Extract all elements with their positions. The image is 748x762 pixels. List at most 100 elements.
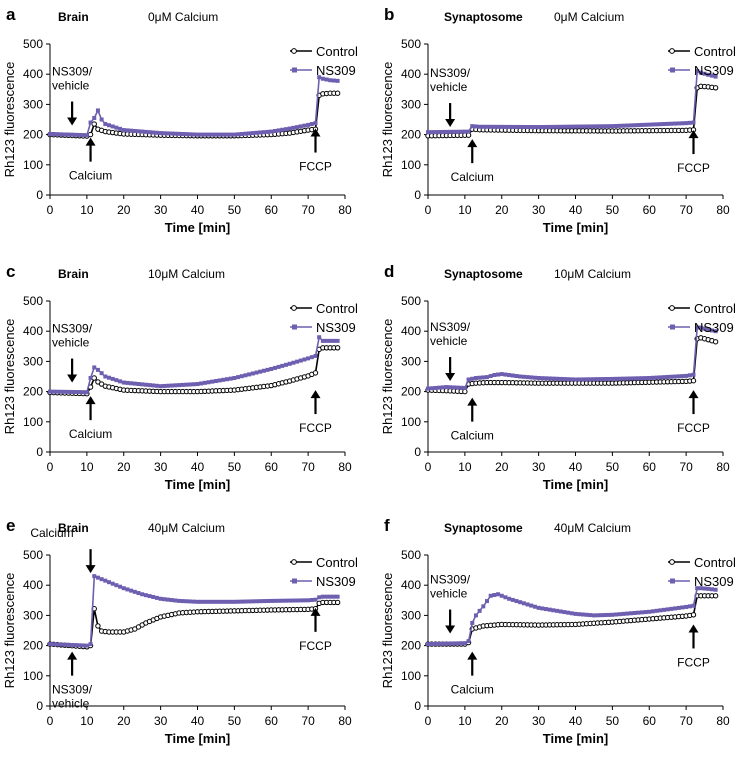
data-point	[239, 599, 244, 604]
data-point	[110, 124, 115, 129]
data-point	[280, 127, 285, 132]
data-point	[444, 641, 449, 646]
x-tick-label: 70	[679, 460, 693, 474]
data-point	[698, 70, 703, 75]
data-point	[625, 611, 630, 616]
data-point	[603, 613, 607, 618]
data-point	[320, 338, 325, 343]
data-point	[236, 132, 241, 137]
annotation-label: vehicle	[430, 334, 468, 348]
data-point	[499, 372, 504, 377]
data-point	[125, 128, 130, 133]
y-tick-label: 200	[401, 128, 421, 142]
data-point	[254, 599, 259, 604]
data-point	[269, 598, 274, 603]
data-point	[477, 375, 482, 380]
data-point	[95, 575, 100, 580]
data-point	[636, 610, 641, 615]
y-tick-label: 500	[401, 37, 421, 51]
data-point	[261, 130, 266, 135]
data-point	[236, 375, 241, 380]
annotation-fccp: FCCP	[677, 130, 710, 175]
annotation-fccp: FCCP	[677, 390, 710, 435]
data-point	[309, 122, 314, 127]
data-point	[680, 374, 685, 379]
data-point	[687, 373, 692, 378]
data-point	[88, 376, 93, 381]
y-tick-label: 100	[23, 158, 43, 172]
data-point	[433, 130, 438, 135]
panel-sample-title: Synaptosome	[444, 10, 523, 24]
data-point	[695, 586, 700, 591]
data-point	[173, 383, 178, 388]
y-tick-label: 0	[414, 188, 421, 202]
data-point	[261, 599, 266, 604]
data-point	[654, 375, 659, 380]
x-tick-label: 60	[643, 203, 657, 217]
data-point	[195, 132, 200, 137]
data-point	[99, 117, 104, 122]
legend-marker	[291, 559, 297, 565]
x-tick-label: 30	[532, 203, 546, 217]
data-point	[573, 611, 578, 616]
data-point	[569, 377, 574, 382]
x-tick-label: 40	[191, 203, 205, 217]
annotation-label: NS309/	[430, 320, 471, 334]
annotation-label: vehicle	[430, 80, 468, 94]
y-tick-label: 0	[36, 445, 43, 459]
data-point	[309, 355, 314, 360]
data-point	[136, 129, 141, 134]
data-point	[448, 641, 453, 646]
annotation-arrowhead	[310, 390, 321, 399]
x-tick-label: 30	[154, 203, 168, 217]
x-tick-label: 80	[716, 203, 730, 217]
y-tick-label: 200	[23, 385, 43, 399]
data-point	[55, 389, 60, 394]
data-point	[125, 380, 130, 385]
data-point	[140, 129, 145, 134]
annotation-label: Calcium	[451, 170, 494, 184]
data-point	[684, 604, 689, 609]
data-point	[499, 124, 504, 129]
data-point	[466, 129, 471, 134]
x-tick-label: 80	[338, 460, 352, 474]
data-point	[143, 382, 148, 387]
data-point	[426, 130, 430, 135]
data-point	[324, 338, 329, 343]
legend-label: NS309	[694, 320, 734, 335]
data-point	[328, 594, 333, 599]
data-point	[317, 335, 322, 340]
data-point	[665, 607, 670, 612]
data-point	[503, 595, 508, 600]
annotation-ns309-: NS309/vehicle	[430, 66, 471, 128]
data-point	[236, 599, 241, 604]
data-point	[147, 594, 152, 599]
x-tick-label: 10	[458, 714, 472, 728]
data-point	[709, 328, 714, 333]
data-point	[643, 610, 648, 615]
data-point	[287, 361, 292, 366]
data-point	[595, 124, 600, 129]
data-point	[669, 374, 674, 379]
data-point	[632, 123, 637, 128]
series-ns309	[48, 335, 340, 395]
data-point	[510, 597, 515, 602]
y-tick-label: 500	[401, 548, 421, 562]
annotation-arrowhead	[67, 651, 78, 660]
data-point	[107, 123, 111, 128]
data-point	[536, 125, 541, 130]
data-point	[272, 598, 277, 603]
y-tick-label: 100	[23, 669, 43, 683]
data-point	[276, 128, 281, 133]
annotation-label: NS309/	[52, 65, 93, 79]
data-point	[591, 377, 596, 382]
data-point	[606, 376, 611, 381]
annotation-label: vehicle	[52, 79, 90, 93]
data-point	[540, 606, 545, 611]
panel-condition-title: 10μM Calcium	[148, 267, 225, 281]
series-ns309	[48, 75, 340, 138]
data-point	[566, 610, 571, 615]
data-point	[465, 132, 472, 138]
annotation-label: NS309/	[430, 573, 471, 587]
data-point	[709, 73, 714, 78]
